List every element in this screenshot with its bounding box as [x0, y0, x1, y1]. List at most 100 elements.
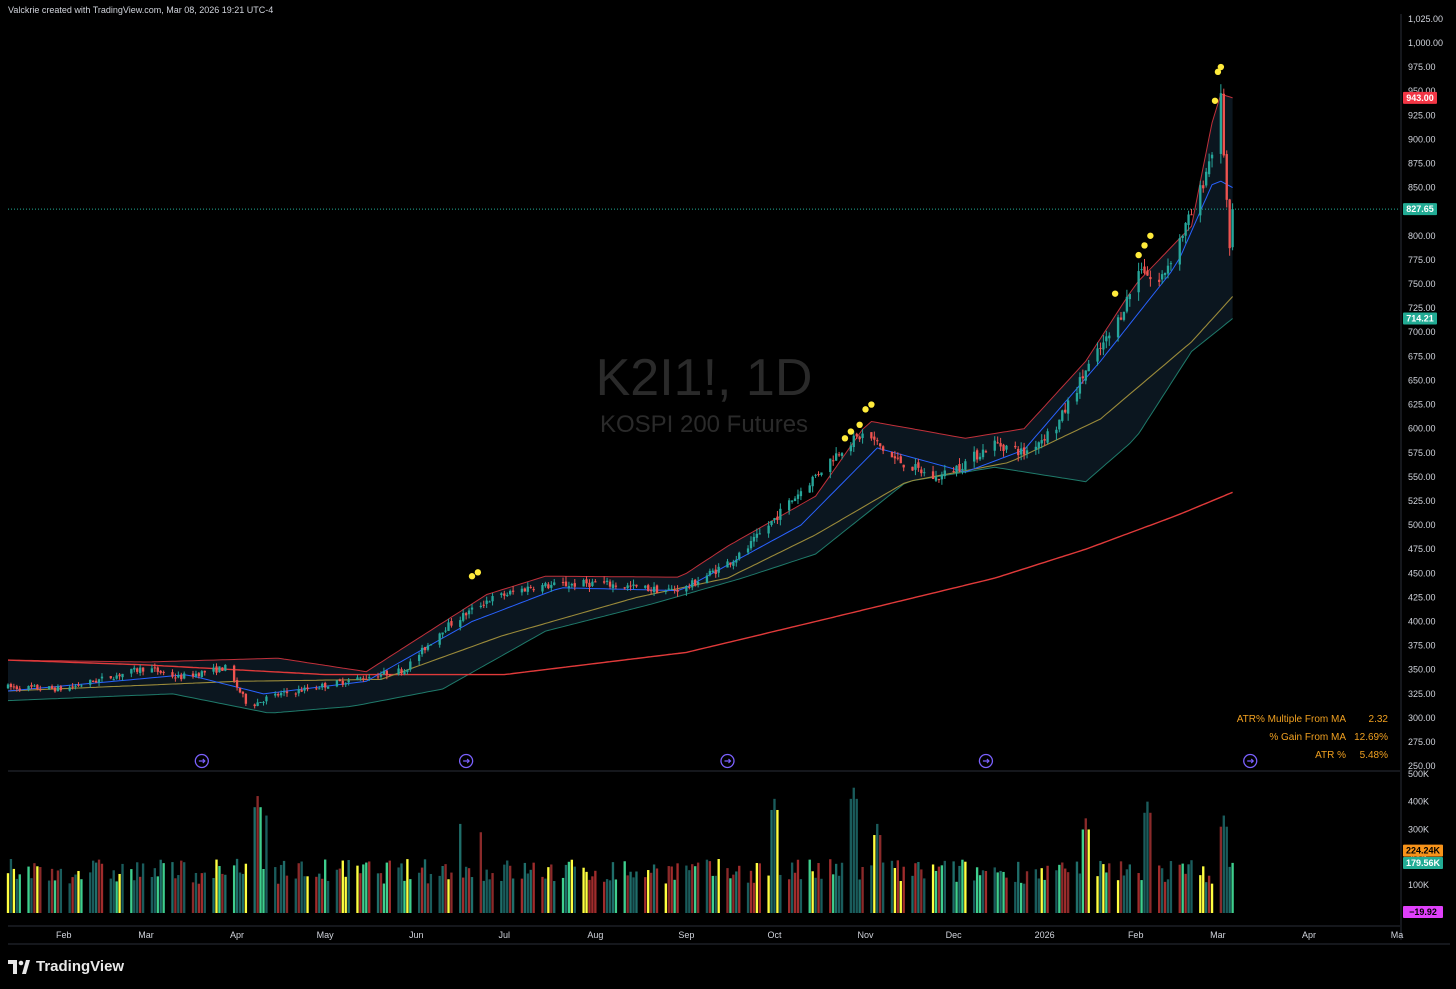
volume-bar	[1002, 871, 1005, 913]
x-tick-label: 2026	[1035, 930, 1055, 940]
stat-value: 2.32	[1369, 714, 1389, 725]
candle-body	[1137, 271, 1140, 293]
candle-body	[491, 596, 494, 602]
volume-bar	[664, 883, 667, 913]
event-marker-icon	[458, 753, 474, 769]
y-tick-label: 975.00	[1408, 62, 1436, 72]
volume-bar	[705, 859, 709, 913]
candle-body	[732, 561, 735, 566]
stat-label: ATR %	[1315, 750, 1346, 761]
volume-bar	[999, 870, 1002, 913]
signal-dot	[1217, 63, 1225, 71]
candle-body	[47, 686, 51, 689]
volume-bar	[174, 878, 177, 913]
volume-bar	[958, 865, 961, 913]
candle-body	[937, 478, 941, 481]
candle-body	[1158, 279, 1161, 282]
volume-bar	[591, 876, 594, 913]
candle-body	[153, 667, 157, 669]
volume-bar	[911, 875, 914, 913]
volume-bar	[224, 874, 227, 913]
volume-bar	[1096, 876, 1099, 913]
volume-bar	[749, 870, 753, 913]
volume-bar	[6, 873, 10, 913]
volume-bar	[406, 859, 409, 913]
candle-body	[714, 569, 717, 575]
candle-body	[130, 668, 133, 674]
candle-body	[94, 680, 98, 683]
candle-body	[550, 584, 553, 588]
candle-body	[567, 586, 571, 588]
volume-bar	[50, 868, 54, 913]
candle-body	[388, 674, 391, 676]
volume-bar	[1122, 875, 1126, 913]
volume-bar	[344, 876, 347, 913]
volume-bar	[397, 867, 400, 913]
volume-bar	[796, 859, 800, 913]
volume-bar	[652, 864, 656, 913]
candle-body	[773, 518, 776, 520]
volume-bar	[931, 864, 935, 913]
candle-body	[582, 579, 585, 587]
candle-body	[300, 689, 303, 692]
tradingview-brand[interactable]: TradingView	[8, 958, 124, 975]
ma-fast-line	[7, 180, 1233, 695]
volume-bar	[667, 866, 670, 913]
volume-bar	[162, 863, 165, 913]
x-tick-label: Jun	[409, 930, 424, 940]
candle-body	[177, 675, 180, 678]
candle-body	[180, 674, 183, 680]
volume-bar	[961, 859, 964, 913]
volume-bar	[197, 883, 201, 913]
candle-body	[1084, 370, 1087, 381]
candle-body	[262, 701, 265, 703]
volume-bar	[814, 877, 817, 913]
volume-bar	[262, 869, 265, 913]
event-marker-arrow	[724, 758, 732, 764]
volume-bar	[876, 823, 879, 913]
volume-bar	[338, 868, 342, 913]
candle-body	[115, 675, 118, 679]
candle-body	[282, 691, 286, 693]
volume-bar	[893, 868, 897, 913]
candle-body	[1205, 171, 1208, 186]
candle-body	[500, 593, 503, 595]
volume-bar	[277, 883, 280, 913]
volume-bar	[738, 865, 741, 913]
candle-body	[1034, 446, 1038, 450]
candle-body	[993, 440, 996, 451]
candle-body	[529, 586, 532, 589]
candle-body	[18, 688, 21, 691]
candle-body	[649, 590, 653, 592]
x-tick-label: Apr	[1302, 930, 1316, 940]
volume-bar	[973, 880, 976, 913]
candle-body	[244, 693, 248, 704]
candle-body	[1014, 445, 1017, 448]
volume-bar	[708, 861, 712, 913]
candle-body	[647, 585, 650, 591]
volume-bar	[1046, 865, 1049, 913]
candle-body	[541, 585, 544, 592]
volume-bar	[937, 866, 941, 913]
volume-bar	[438, 875, 441, 913]
candle-body	[503, 593, 506, 596]
candle-body	[459, 620, 462, 627]
candle-body	[881, 446, 885, 451]
candle-body	[787, 500, 791, 511]
signal-dot	[1135, 251, 1142, 259]
volume-bar	[1181, 863, 1184, 913]
candle-body	[834, 453, 838, 461]
volume-bar	[36, 866, 39, 913]
candle-body	[1040, 440, 1043, 444]
volume-bar	[1040, 868, 1043, 913]
candle-body	[91, 680, 95, 683]
candle-body	[896, 457, 899, 459]
x-tick-label: Apr	[230, 930, 244, 940]
y-tick-label: 925.00	[1408, 110, 1436, 120]
candle-body	[770, 520, 773, 525]
volume-bar	[626, 875, 629, 913]
volume-bar	[235, 858, 239, 913]
candle-body	[1105, 336, 1108, 342]
event-marker-arrow	[982, 758, 990, 764]
